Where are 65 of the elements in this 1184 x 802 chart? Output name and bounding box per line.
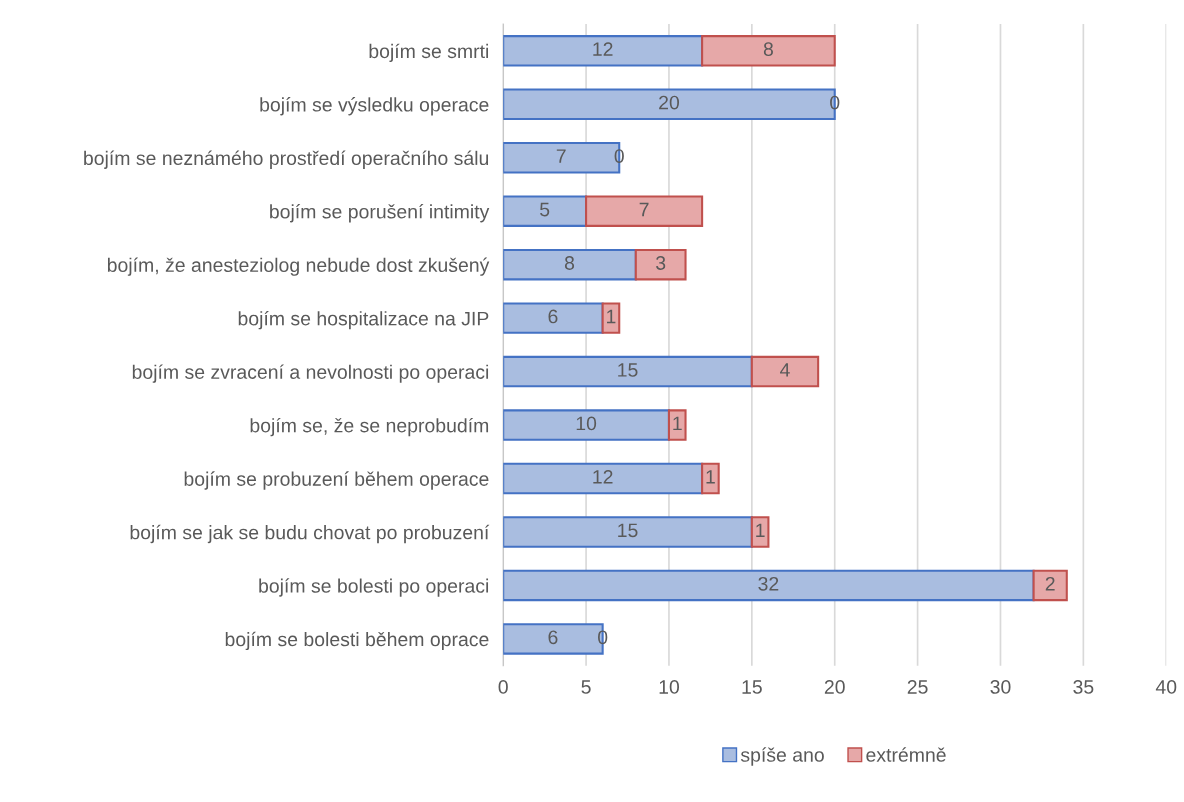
y-tick-label: bojím se bolesti během oprace <box>225 631 489 651</box>
data-label: 15 <box>618 363 638 377</box>
data-label: 6 <box>548 630 558 645</box>
data-label: 1 <box>706 470 715 484</box>
data-label: 10 <box>576 416 597 431</box>
bar <box>750 355 820 388</box>
bar <box>503 355 753 388</box>
y-tick-label: bojím se bolesti po operaci <box>259 578 489 597</box>
y-tick-label: bojím, že anesteziolog nebude dost zkušený <box>107 257 490 276</box>
data-label: 32 <box>758 576 779 591</box>
x-tick-label: 20 <box>824 680 845 694</box>
bar <box>1032 569 1068 602</box>
x-tick-label: 5 <box>581 680 591 694</box>
data-label: 1 <box>607 309 616 324</box>
data-label: 0 <box>614 149 624 163</box>
x-tick-label: 0 <box>498 680 508 694</box>
legend-label: spíše ano <box>740 747 824 766</box>
x-tick-label: 30 <box>990 680 1011 694</box>
y-tick-label: bojím se zvracení a nevolnosti po operaci <box>132 364 489 383</box>
bar <box>503 35 704 67</box>
data-label: 5 <box>540 202 550 217</box>
data-label: 1 <box>673 416 682 431</box>
bar <box>750 516 770 548</box>
bar <box>667 409 687 441</box>
bar <box>585 195 704 227</box>
data-label: 12 <box>593 469 613 484</box>
data-label: 8 <box>564 256 575 270</box>
data-label: 4 <box>780 363 790 377</box>
x-tick-label: 10 <box>659 680 680 694</box>
data-label: 1 <box>756 523 765 538</box>
data-label: 7 <box>556 149 566 163</box>
bar <box>503 248 637 281</box>
bar <box>634 248 687 281</box>
bar <box>503 462 704 495</box>
data-label: 0 <box>830 95 840 110</box>
bar <box>503 409 670 441</box>
y-tick-label: bojím se výsledku operace <box>260 97 489 116</box>
bar <box>503 195 588 227</box>
y-tick-label: bojím se porušení intimity <box>270 204 490 223</box>
y-tick-label: bojím se hospitalizace na JIP <box>238 310 489 330</box>
x-tick-label: 15 <box>742 680 762 694</box>
y-tick-label: bojím se neznámého prostředí operačního sálu <box>84 150 489 169</box>
bar <box>503 302 604 334</box>
x-tick-label: 35 <box>1073 680 1094 694</box>
x-tick-label: 25 <box>907 680 928 694</box>
data-label: 8 <box>763 42 773 57</box>
bar <box>503 569 1035 602</box>
y-tick-label: bojím se probuzení během operace <box>184 471 489 490</box>
data-label: 12 <box>593 42 613 56</box>
y-tick-label: bojím se jak se budu chovat po probuzení <box>130 524 490 544</box>
data-label: 0 <box>598 630 608 645</box>
legend-label: extrémně <box>866 747 946 762</box>
bar <box>701 35 836 67</box>
bar <box>701 462 720 495</box>
data-label: 7 <box>639 202 649 217</box>
bar <box>503 516 753 548</box>
data-label: 2 <box>1045 576 1055 591</box>
x-tick-label: 40 <box>1155 680 1177 694</box>
y-tick-label: bojím se smrti <box>369 43 489 62</box>
y-tick-label: bojím se, že se neprobudím <box>250 417 489 437</box>
data-label: 15 <box>618 523 638 538</box>
bar <box>601 302 621 334</box>
data-label: 6 <box>548 309 558 324</box>
data-label: 20 <box>659 95 680 110</box>
data-label: 3 <box>656 256 666 270</box>
